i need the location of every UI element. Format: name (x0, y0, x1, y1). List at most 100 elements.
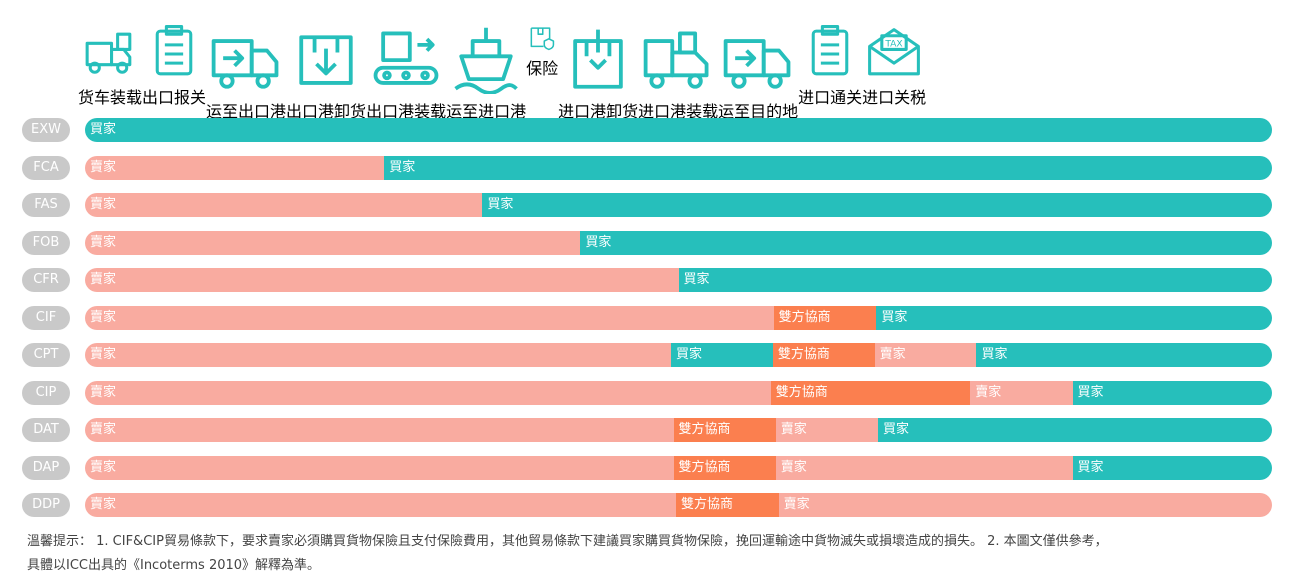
term-row: CIP 賣家 雙方協商 賣家 買家 (22, 380, 1272, 405)
responsibility-bar: 賣家 買家 (85, 193, 1272, 217)
stage-icon (573, 29, 623, 89)
segment: 買家 (85, 118, 1272, 142)
footnote-line: 溫馨提示： 1. CIF&CIP貿易條款下，要求賣家必須購買貨物保險且支付保險費… (27, 534, 1108, 549)
segment: 雙方協商 (773, 305, 877, 330)
stage-icon (373, 31, 439, 85)
stage: 出口港卸货 (286, 22, 366, 122)
term-label: CFR (22, 268, 70, 292)
term-label: FAS (22, 193, 70, 217)
svg-text:TAX: TAX (884, 39, 902, 49)
term-row: FOB 賣家 買家 (22, 230, 1272, 255)
segment: 買家 (384, 155, 1272, 180)
segment: 雙方協商 (770, 380, 971, 405)
stage-icon (454, 27, 518, 95)
stage-label: 出口港装载 (366, 102, 447, 122)
term-label: FOB (22, 230, 70, 255)
term-label: CPT (22, 343, 70, 367)
term-row: CPT 賣家 買家 雙方協商 賣家 買家 (22, 343, 1272, 367)
segment: 賣家 (85, 230, 581, 255)
stage-label: 出口港卸货 (286, 102, 367, 122)
segment: 賣家 (874, 343, 977, 367)
segment: 買家 (1072, 380, 1272, 405)
stage: 进口通关 (798, 22, 862, 122)
segment: 賣家 (775, 418, 878, 442)
segment: 買家 (671, 343, 773, 367)
stage-icon (299, 35, 353, 85)
segment: 賣家 (85, 380, 771, 405)
footnote-line: 具體以ICC出具的《Incoterms 2010》解釋為準。 (27, 558, 321, 573)
segment: 雙方協商 (673, 418, 776, 442)
term-label: CIP (22, 380, 70, 405)
stage-icon (530, 27, 555, 51)
stage: 出口报关 (142, 22, 206, 122)
segment: 賣家 (85, 418, 674, 442)
responsibility-bar: 賣家 雙方協商 賣家 買家 (85, 380, 1272, 405)
term-label: DAP (22, 455, 70, 480)
stage: 运至出口港 (206, 22, 286, 122)
segment: 買家 (580, 230, 1272, 255)
stage-label: 进口通关 (798, 87, 863, 107)
segment: 賣家 (85, 155, 385, 180)
term-row: DDP 賣家 雙方協商 賣家 (22, 493, 1272, 517)
stage-label: 运至进口港 (446, 102, 527, 122)
term-row: CFR 賣家 買家 (22, 268, 1272, 292)
segment: 賣家 (85, 305, 774, 330)
stage-header: 货车装载 出口报关 运至出口港 出口港卸货 出口港装载 运至进口港 保险进口港卸货 进口港装载… (78, 22, 1276, 122)
stage-label: 运至出口港 (206, 102, 287, 122)
stage-label: 运至目的地 (718, 102, 799, 122)
segment: 賣家 (970, 380, 1073, 405)
stage: 货车装载 (78, 22, 142, 122)
segment: 買家 (482, 193, 1272, 217)
term-label: EXW (22, 118, 70, 142)
stage: 运至目的地 (718, 22, 798, 122)
segment: 賣家 (85, 343, 671, 367)
stage-icon: TAX (868, 28, 921, 76)
segment: 買家 (678, 268, 1272, 292)
segment: 賣家 (778, 493, 1272, 517)
term-label: DAT (22, 418, 70, 442)
term-row: EXW 買家 (22, 118, 1272, 142)
stage: 进口港卸货 (558, 22, 638, 122)
term-label: DDP (22, 493, 70, 517)
segment: 賣家 (85, 455, 674, 480)
term-row: CIF 賣家 雙方協商 買家 (22, 305, 1272, 330)
segment: 賣家 (85, 493, 676, 517)
responsibility-bar: 賣家 買家 (85, 155, 1272, 180)
responsibility-bar: 賣家 雙方協商 買家 (85, 305, 1272, 330)
segment: 買家 (876, 305, 1272, 330)
term-row: FAS 賣家 買家 (22, 193, 1272, 217)
stage-label: 货车装载 (78, 87, 143, 107)
footnote: 溫馨提示： 1. CIF&CIP貿易條款下，要求賣家必須購買貨物保險且支付保險費… (27, 530, 1108, 578)
segment: 買家 (878, 418, 1272, 442)
stage: 进口港装载 (638, 22, 718, 122)
stage-icon (211, 39, 279, 89)
term-row: FCA 賣家 買家 (22, 155, 1272, 180)
responsibility-bar: 賣家 雙方協商 賣家 買家 (85, 418, 1272, 442)
stage-label: 进口港卸货 (558, 102, 639, 122)
stage-label: 保险 (526, 58, 559, 78)
stage: 出口港装载 (366, 22, 446, 122)
stage: 保险 (526, 22, 558, 122)
responsibility-bar: 賣家 買家 (85, 230, 1272, 255)
stage-icon (643, 31, 709, 89)
segment: 雙方協商 (673, 455, 776, 480)
stage-label: 进口关税 (862, 87, 927, 107)
stage-icon (811, 25, 849, 76)
term-label: FCA (22, 155, 70, 180)
stage-icon (85, 32, 132, 74)
responsibility-bar: 賣家 買家 (85, 268, 1272, 292)
term-row: DAT 賣家 雙方協商 賣家 買家 (22, 418, 1272, 442)
segment: 賣家 (775, 455, 1073, 480)
segment: 賣家 (85, 193, 483, 217)
responsibility-bar: 賣家 雙方協商 賣家 買家 (85, 455, 1272, 480)
responsibility-bar: 買家 (85, 118, 1272, 142)
term-row: DAP 賣家 雙方協商 賣家 買家 (22, 455, 1272, 480)
stage-label: 进口港装载 (638, 102, 719, 122)
term-label: CIF (22, 305, 70, 330)
stage-icon (723, 39, 791, 89)
stage: 运至进口港 (446, 22, 526, 122)
stage-icon (155, 25, 193, 76)
segment: 買家 (976, 343, 1272, 367)
stage-label: 出口报关 (142, 87, 207, 107)
